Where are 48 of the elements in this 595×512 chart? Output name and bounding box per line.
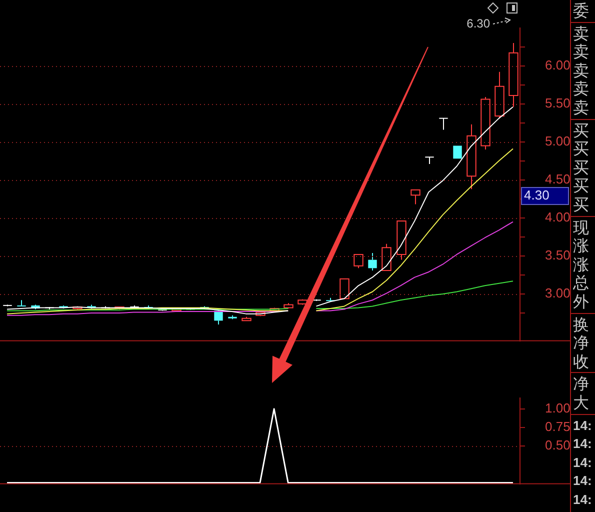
text: 14: — [573, 435, 592, 454]
candlestick — [508, 42, 518, 108]
y-tick-label: 6.00 — [545, 57, 570, 72]
text: 卖 — [573, 98, 589, 117]
candlestick — [480, 96, 490, 150]
text: 买 — [573, 195, 589, 214]
text: 净 — [573, 374, 589, 394]
y-tick-label: 5.00 — [545, 133, 570, 148]
text: 14: — [573, 491, 592, 509]
annotation: 6.30 — [466, 16, 490, 30]
text: 净 — [573, 333, 589, 352]
candlestick — [396, 220, 406, 260]
text: 买 — [573, 158, 589, 177]
y-tick-label: 0.75 — [545, 418, 570, 434]
y-tick-label: 1.00 — [545, 400, 570, 416]
text: 换 — [573, 314, 589, 334]
candlestick — [17, 300, 26, 306]
text: 外 — [573, 292, 589, 311]
text: 买 — [573, 120, 589, 140]
candlestick — [438, 118, 448, 130]
text: 买 — [573, 139, 589, 158]
y-tick-label: 4.50 — [545, 172, 570, 187]
y-tick-label: 4.00 — [545, 210, 570, 225]
text: 4.30 — [524, 188, 550, 203]
text: 大 — [573, 393, 589, 412]
y-tick-label: 3.50 — [545, 248, 570, 263]
text: 14: — [573, 454, 592, 472]
y-tick-label: 3.00 — [545, 286, 570, 301]
text: 买 — [573, 176, 589, 196]
candlestick — [466, 124, 476, 190]
candlestick — [410, 189, 420, 205]
text: 卖 — [573, 79, 589, 98]
candlestick — [368, 252, 377, 271]
text: 14: — [573, 416, 592, 435]
text: 现 — [573, 218, 589, 237]
y-tick-label: 0.50 — [545, 437, 570, 452]
text: 卖 — [573, 42, 589, 62]
text: 卖 — [573, 60, 589, 80]
text: 委 — [573, 1, 589, 20]
candlestick — [424, 156, 434, 164]
text: 14: — [573, 472, 592, 490]
text: 收 — [573, 352, 589, 371]
text: 卖 — [573, 24, 589, 43]
text: 涨 — [573, 254, 589, 274]
text: 涨 — [573, 236, 589, 256]
y-tick-label: 5.50 — [545, 95, 570, 110]
candlestick — [494, 71, 504, 119]
text: 总 — [573, 273, 589, 292]
